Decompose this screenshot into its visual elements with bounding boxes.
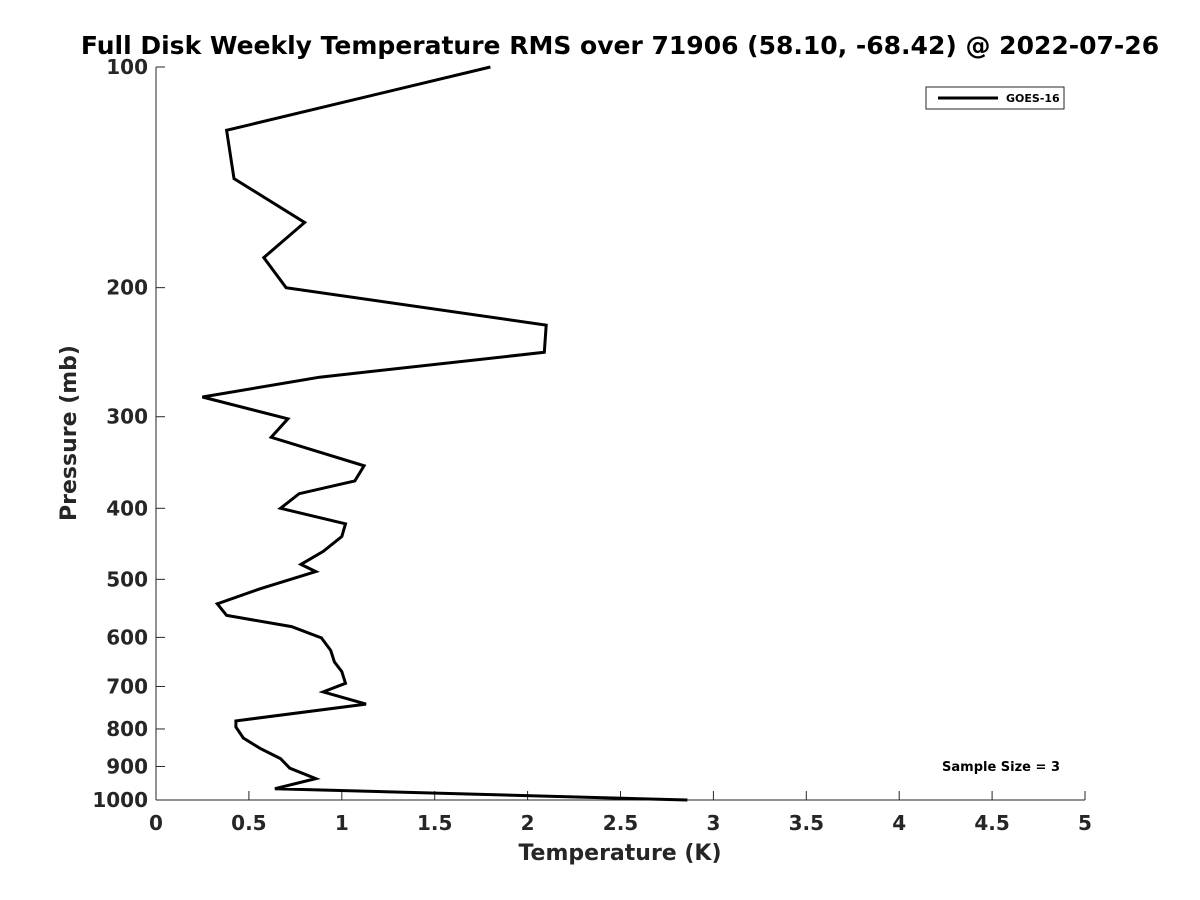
y-tick-label: 200	[106, 276, 148, 300]
y-axis-label: Pressure (mb)	[57, 345, 82, 521]
x-tick-label: 3	[706, 811, 720, 835]
x-axis-label: Temperature (K)	[518, 841, 721, 866]
x-tick-label: 2	[521, 811, 535, 835]
y-ticks: 100 200 300 400 500 600 700 800 900 1000	[92, 55, 165, 812]
x-tick-label: 3.5	[789, 811, 824, 835]
y-tick-label: 1000	[92, 788, 148, 812]
series-line-goes-16	[202, 65, 688, 802]
x-tick-label: 0	[149, 811, 163, 835]
y-tick-label: 300	[106, 405, 148, 429]
chart-title: Full Disk Weekly Temperature RMS over 71…	[81, 31, 1159, 60]
x-tick-label: 4.5	[974, 811, 1009, 835]
y-tick-label: 600	[106, 625, 148, 649]
x-tick-label: 1.5	[417, 811, 452, 835]
legend: GOES-16	[925, 86, 1065, 110]
y-tick-label: 100	[106, 55, 148, 79]
x-tick-label: 1	[335, 811, 349, 835]
x-tick-label: 2.5	[603, 811, 638, 835]
y-tick-label: 900	[106, 754, 148, 778]
y-tick-label: 700	[106, 674, 148, 698]
x-tick-label: 0.5	[231, 811, 266, 835]
x-tick-label: 5	[1078, 811, 1092, 835]
y-tick-label: 500	[106, 567, 148, 591]
series-layer	[202, 65, 688, 802]
plot-area	[156, 67, 1085, 800]
y-tick-label: 800	[106, 717, 148, 741]
legend-label-goes16: GOES-16	[1006, 92, 1060, 105]
y-tick-label: 400	[106, 496, 148, 520]
x-tick-label: 4	[892, 811, 906, 835]
sample-size-annotation: Sample Size = 3	[942, 760, 1060, 775]
x-ticks: 0 0.5 1 1.5 2 2.5 3 3.5 4 4.5 5	[149, 791, 1092, 835]
